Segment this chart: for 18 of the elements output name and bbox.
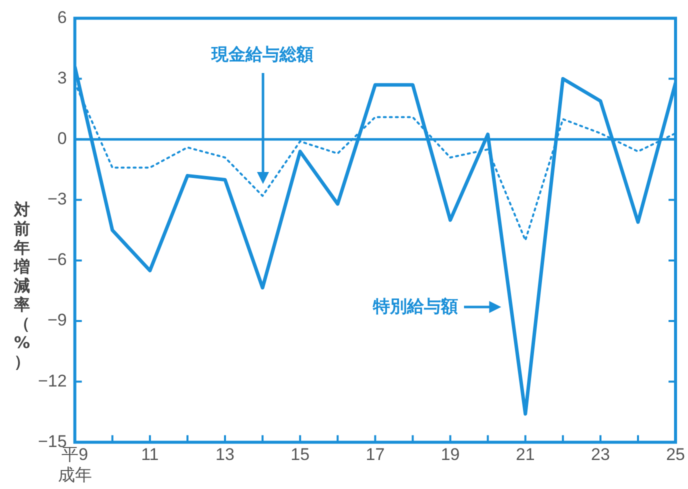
x-tick-label: 19 xyxy=(440,445,460,464)
text: 対前年増減率（%） xyxy=(14,200,30,371)
y-tick-label: 6 xyxy=(57,8,67,27)
y-tick-label: 0 xyxy=(57,129,67,148)
y-tick-label: −12 xyxy=(38,371,67,390)
x-tick-label: 21 xyxy=(516,445,535,464)
annotation: 現金給与総額 xyxy=(212,44,314,66)
x-tick-label: 17 xyxy=(366,445,385,464)
y-tick-label: 3 xyxy=(57,68,67,88)
x-tick-label: 23 xyxy=(590,445,610,464)
y-tick-label: −6 xyxy=(47,250,67,270)
x-tick-label: 25 xyxy=(666,445,686,464)
annotation: 特別給与額 xyxy=(372,296,458,318)
x-tick-label: 15 xyxy=(290,445,310,464)
y-tick-label: −9 xyxy=(47,310,67,330)
x-tick-label: 11 xyxy=(141,445,159,464)
y-tick-label: −3 xyxy=(47,190,67,209)
x-tick-label: 13 xyxy=(216,445,234,464)
